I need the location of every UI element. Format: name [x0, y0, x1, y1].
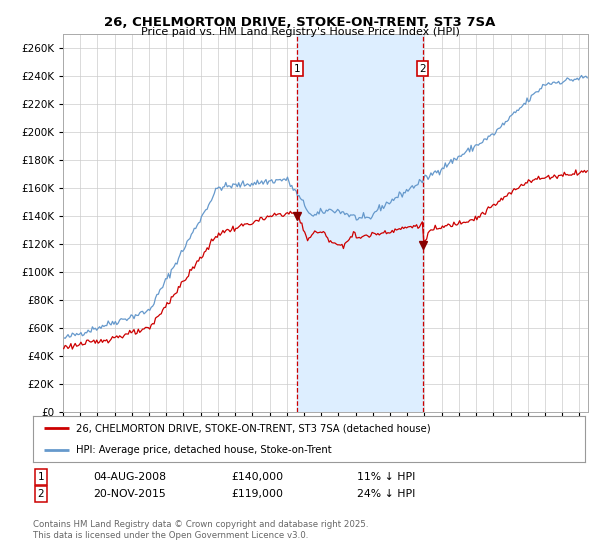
Bar — [297, 34, 422, 412]
Text: 26, CHELMORTON DRIVE, STOKE-ON-TRENT, ST3 7SA (detached house): 26, CHELMORTON DRIVE, STOKE-ON-TRENT, ST… — [76, 423, 431, 433]
Text: 26, CHELMORTON DRIVE, STOKE-ON-TRENT, ST3 7SA: 26, CHELMORTON DRIVE, STOKE-ON-TRENT, ST… — [104, 16, 496, 29]
Text: 2: 2 — [37, 489, 44, 499]
Text: 04-AUG-2008: 04-AUG-2008 — [93, 472, 166, 482]
Text: £119,000: £119,000 — [231, 489, 283, 499]
Text: £140,000: £140,000 — [231, 472, 283, 482]
Text: Contains HM Land Registry data © Crown copyright and database right 2025.
This d: Contains HM Land Registry data © Crown c… — [33, 520, 368, 540]
Text: 20-NOV-2015: 20-NOV-2015 — [93, 489, 166, 499]
Text: 24% ↓ HPI: 24% ↓ HPI — [357, 489, 415, 499]
Text: 11% ↓ HPI: 11% ↓ HPI — [357, 472, 415, 482]
Text: HPI: Average price, detached house, Stoke-on-Trent: HPI: Average price, detached house, Stok… — [76, 445, 332, 455]
Text: 1: 1 — [37, 472, 44, 482]
Text: 1: 1 — [293, 64, 300, 73]
Text: 2: 2 — [419, 64, 426, 73]
Text: Price paid vs. HM Land Registry's House Price Index (HPI): Price paid vs. HM Land Registry's House … — [140, 27, 460, 37]
